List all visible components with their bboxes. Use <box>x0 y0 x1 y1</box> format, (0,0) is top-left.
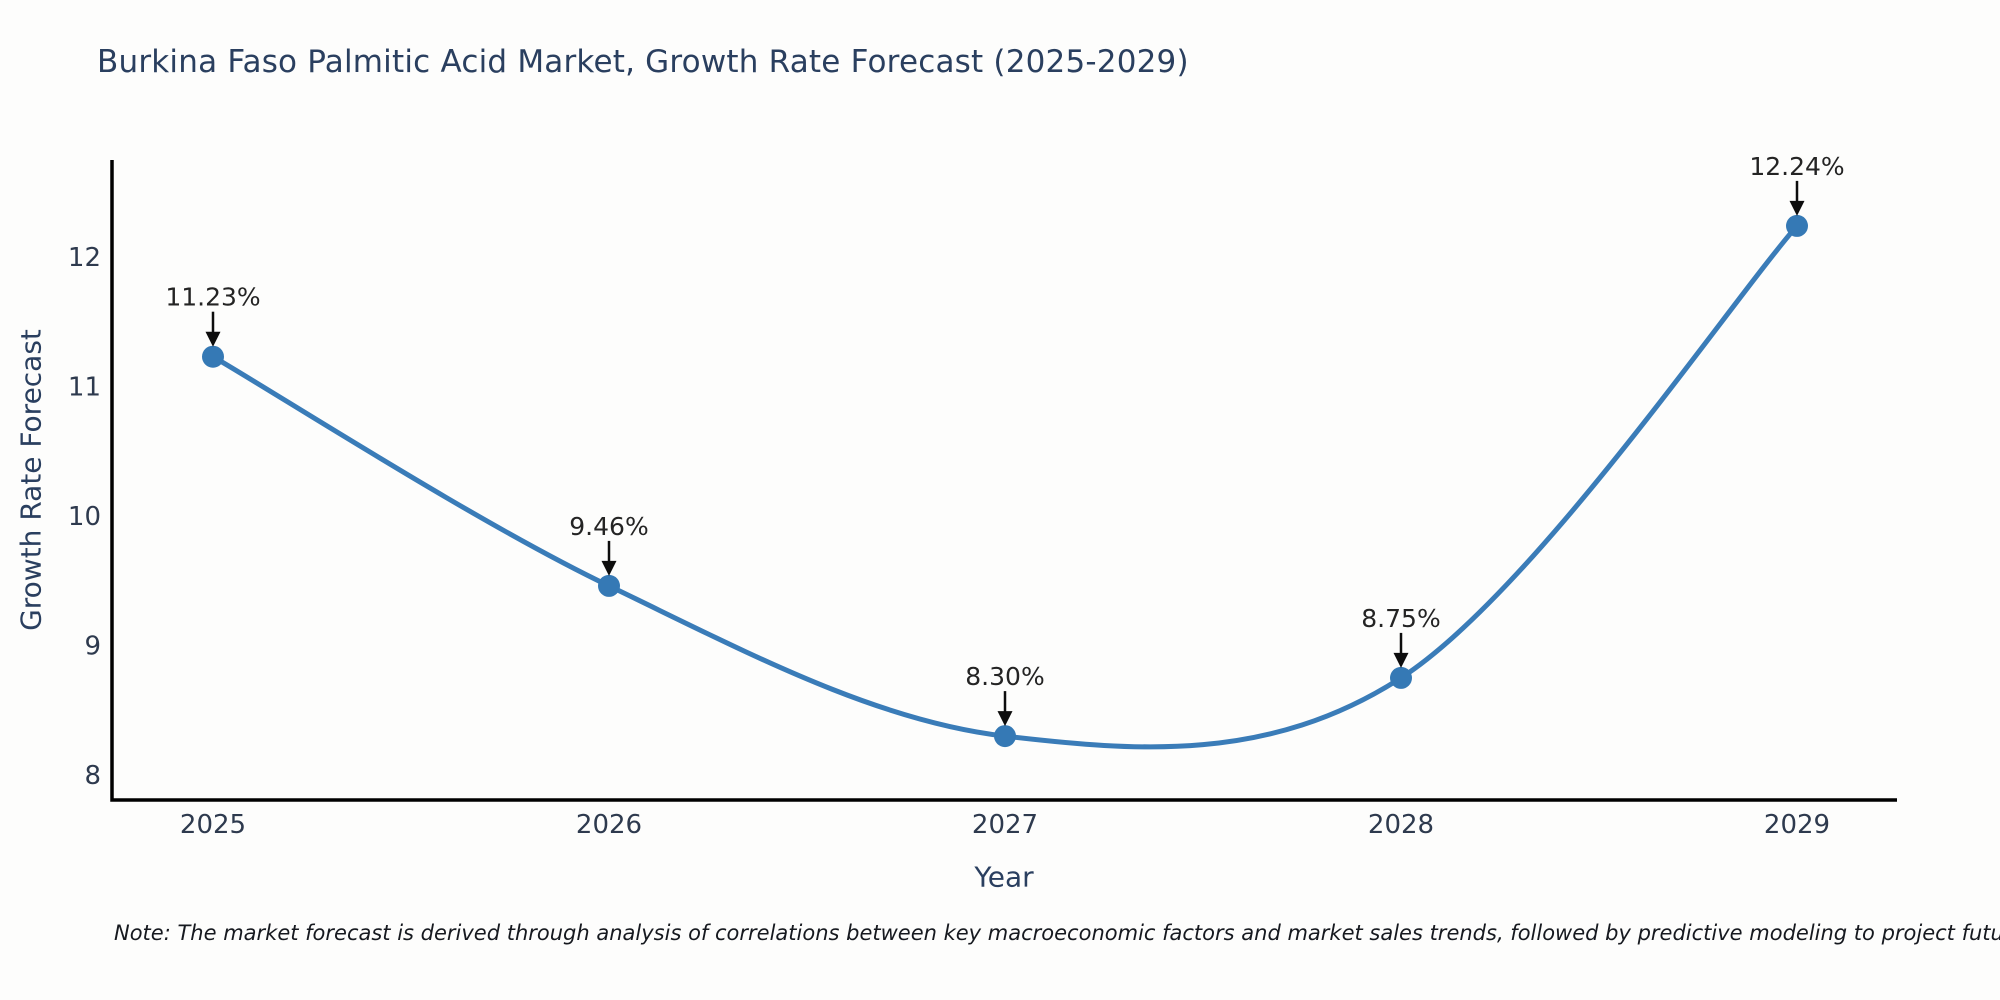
y-tick-label: 8 <box>84 761 101 791</box>
x-tick-label: 2028 <box>1368 810 1434 840</box>
x-tick-label: 2026 <box>576 810 642 840</box>
footnote: Note: The market forecast is derived thr… <box>114 921 2000 945</box>
annotation-arrowhead-icon <box>1393 652 1409 668</box>
y-tick-label: 12 <box>68 243 101 273</box>
data-point-label: 9.46% <box>569 512 648 541</box>
y-tick-label: 11 <box>68 373 101 403</box>
annotation-arrowhead-icon <box>997 711 1013 727</box>
annotation-arrowhead-icon <box>205 331 221 347</box>
y-tick-label: 10 <box>68 502 101 532</box>
data-point-label: 8.30% <box>965 662 1044 691</box>
annotation-arrowhead-icon <box>601 560 617 576</box>
x-tick-label: 2025 <box>180 810 246 840</box>
chart-title: Burkina Faso Palmitic Acid Market, Growt… <box>97 44 1189 80</box>
data-point-marker <box>1390 666 1412 689</box>
data-point-marker <box>598 574 620 597</box>
data-point-label: 12.24% <box>1749 152 1844 181</box>
x-tick-label: 2027 <box>972 810 1038 840</box>
data-point-marker <box>994 725 1016 748</box>
data-point-marker <box>1786 214 1808 237</box>
y-tick-label: 9 <box>84 632 101 662</box>
data-point-label: 11.23% <box>165 283 260 312</box>
x-tick-label: 2029 <box>1764 810 1830 840</box>
data-point-marker <box>202 345 224 368</box>
axis-spines <box>110 160 1897 802</box>
annotation-arrowhead-icon <box>1789 200 1805 216</box>
data-point-label: 8.75% <box>1361 604 1440 633</box>
x-axis-title: Year <box>974 860 1034 894</box>
